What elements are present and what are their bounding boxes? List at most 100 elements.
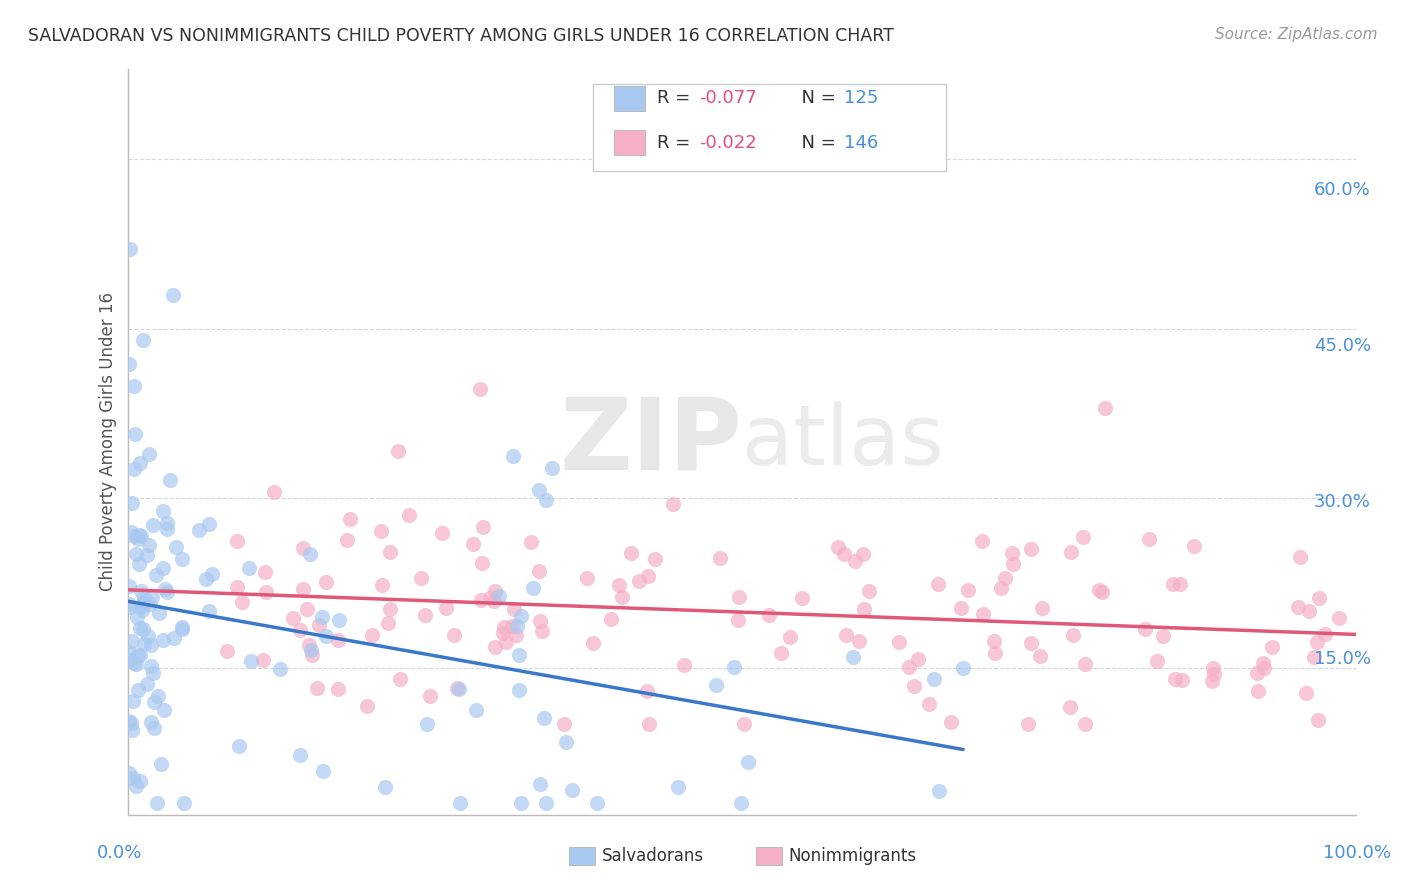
- Y-axis label: Child Poverty Among Girls Under 16: Child Poverty Among Girls Under 16: [100, 292, 117, 591]
- Point: [1001, 546, 1024, 560]
- Point: [315, 629, 337, 643]
- Point: [125, 610, 148, 624]
- Point: [118, 599, 141, 614]
- Point: [1306, 634, 1329, 648]
- Text: ZIP: ZIP: [560, 393, 742, 490]
- Point: [970, 534, 993, 549]
- Point: [898, 660, 921, 674]
- Point: [170, 620, 193, 634]
- Text: atlas: atlas: [742, 401, 943, 482]
- Point: [918, 697, 941, 711]
- Point: [156, 516, 179, 530]
- Point: [122, 529, 145, 543]
- Point: [146, 797, 169, 811]
- Text: 146: 146: [844, 134, 877, 152]
- Point: [1306, 713, 1329, 727]
- Point: [990, 581, 1012, 595]
- Point: [983, 633, 1005, 648]
- Point: [531, 624, 554, 638]
- Point: [582, 636, 605, 650]
- Point: [118, 357, 141, 371]
- Point: [470, 592, 492, 607]
- Point: [263, 485, 285, 500]
- Point: [903, 679, 925, 693]
- Point: [370, 524, 392, 538]
- Point: [136, 677, 159, 691]
- Point: [1286, 599, 1309, 614]
- Point: [292, 541, 315, 556]
- Point: [529, 564, 551, 578]
- Point: [927, 576, 949, 591]
- Point: [561, 783, 583, 797]
- Point: [1295, 686, 1317, 700]
- Point: [1017, 717, 1039, 731]
- Point: [299, 547, 322, 561]
- Point: [461, 537, 484, 551]
- Point: [288, 623, 311, 637]
- Point: [194, 572, 217, 586]
- Point: [536, 797, 558, 811]
- Point: [730, 797, 752, 811]
- Point: [627, 574, 650, 588]
- Point: [972, 607, 994, 622]
- Point: [124, 426, 146, 441]
- Point: [541, 461, 564, 475]
- Point: [129, 529, 152, 543]
- Point: [907, 652, 929, 666]
- Point: [356, 698, 378, 713]
- Point: [506, 619, 529, 633]
- Point: [1137, 532, 1160, 546]
- Point: [443, 627, 465, 641]
- Point: [132, 596, 155, 610]
- Point: [468, 382, 491, 396]
- Point: [128, 456, 150, 470]
- Point: [142, 666, 165, 681]
- Point: [446, 681, 468, 695]
- Point: [141, 714, 163, 729]
- Point: [709, 550, 731, 565]
- Point: [215, 644, 238, 658]
- Point: [120, 243, 142, 257]
- Point: [122, 462, 145, 476]
- Text: N =: N =: [790, 89, 842, 107]
- Point: [254, 584, 277, 599]
- Point: [779, 630, 801, 644]
- Point: [1164, 672, 1187, 686]
- Point: [503, 601, 526, 615]
- Point: [128, 558, 150, 572]
- Point: [852, 602, 875, 616]
- Point: [956, 583, 979, 598]
- Point: [1152, 629, 1174, 643]
- Point: [165, 540, 187, 554]
- Point: [852, 547, 875, 561]
- Text: -0.077: -0.077: [699, 89, 756, 107]
- Point: [666, 780, 689, 795]
- Point: [482, 593, 505, 607]
- Point: [281, 611, 304, 625]
- Point: [187, 523, 209, 537]
- Text: R =: R =: [657, 134, 696, 152]
- Point: [377, 616, 399, 631]
- Point: [758, 608, 780, 623]
- Point: [1146, 654, 1168, 668]
- Point: [529, 483, 551, 497]
- Point: [1060, 545, 1083, 559]
- Point: [120, 715, 142, 730]
- Point: [1247, 684, 1270, 698]
- Point: [723, 660, 745, 674]
- Point: [1071, 530, 1094, 544]
- Point: [118, 597, 141, 611]
- Point: [228, 739, 250, 753]
- Point: [419, 689, 441, 703]
- Point: [142, 721, 165, 735]
- Point: [135, 548, 157, 562]
- Point: [599, 612, 621, 626]
- Point: [520, 535, 543, 549]
- Point: [941, 715, 963, 730]
- Point: [371, 577, 394, 591]
- Point: [380, 545, 402, 559]
- Point: [149, 757, 172, 772]
- Point: [993, 571, 1015, 585]
- Text: 30.0%: 30.0%: [1315, 493, 1371, 511]
- Point: [201, 566, 224, 581]
